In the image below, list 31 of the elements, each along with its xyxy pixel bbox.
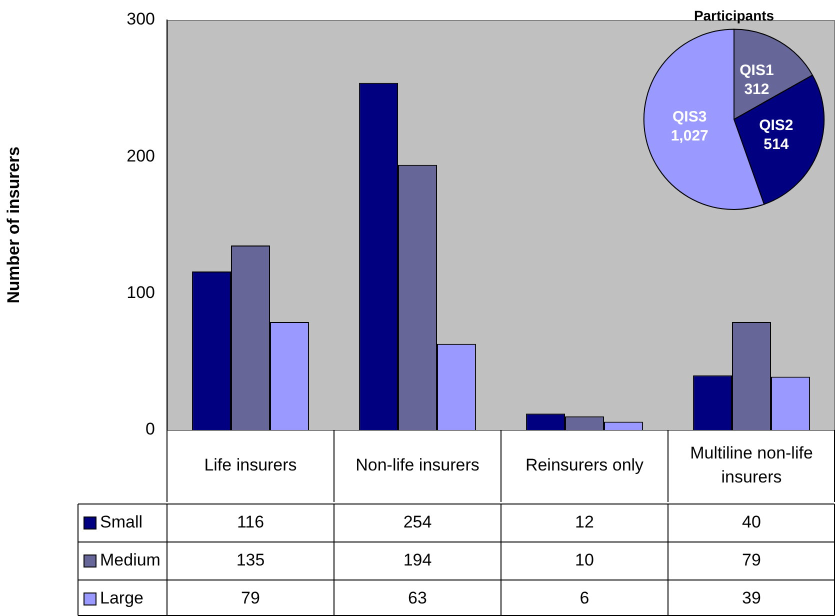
data-label: 39	[742, 588, 761, 608]
data-label: 6	[580, 588, 590, 608]
x-tick-label: Reinsurers only	[525, 456, 644, 475]
x-tick-label: Non-life insurers	[356, 456, 480, 475]
slice-label: QIS3	[672, 108, 707, 126]
data-label: 116	[236, 512, 264, 532]
legend-label: Medium	[100, 550, 160, 570]
data-label: 1,027	[670, 128, 708, 145]
data-label: 10	[575, 550, 594, 570]
y-tick-label: 0	[146, 420, 155, 439]
data-label: 514	[764, 136, 790, 153]
data-label: 79	[241, 588, 260, 608]
data-label: 194	[403, 550, 432, 570]
slice-label: QIS1	[740, 62, 774, 80]
legend-label: Large	[100, 588, 144, 608]
y-tick-label: 100	[126, 283, 155, 302]
data-label: 135	[236, 550, 265, 570]
data-label: 12	[575, 512, 594, 532]
chart-title: Participants	[694, 7, 774, 24]
data-label: 312	[744, 81, 770, 98]
data-label: 254	[403, 512, 432, 532]
y-tick-label: 200	[126, 146, 155, 166]
data-label: 40	[742, 512, 761, 532]
data-label: 63	[408, 588, 427, 608]
x-tick-label: Multiline non-life insurers	[690, 444, 813, 487]
data-label: 79	[742, 550, 761, 570]
x-tick-label: Life insurers	[204, 456, 297, 475]
slice-label: QIS2	[759, 116, 794, 134]
y-axis-title: Number of insurers	[4, 146, 23, 304]
legend-label: Small	[100, 512, 143, 532]
y-tick-label: 300	[126, 10, 155, 29]
